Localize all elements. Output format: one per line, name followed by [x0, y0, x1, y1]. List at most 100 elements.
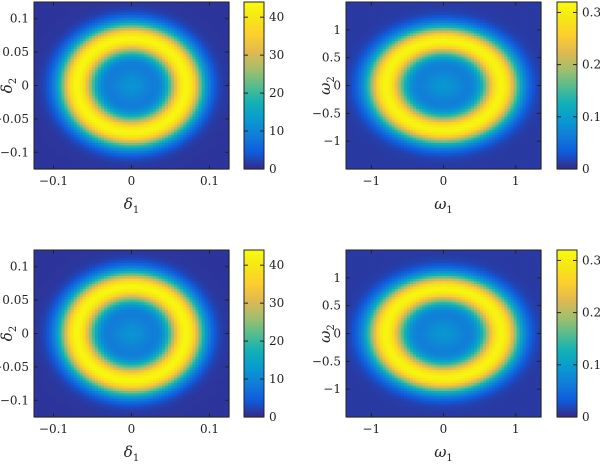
heatmap-cell	[37, 54, 41, 58]
heatmap-cell	[110, 111, 114, 115]
heatmap-cell	[88, 20, 93, 24]
heatmap-cell	[34, 98, 38, 102]
heatmap-cell	[91, 4, 96, 8]
heatmap-cell	[52, 64, 56, 68]
heatmap-cell	[116, 137, 120, 141]
heatmap-cell	[73, 7, 78, 11]
heatmap-cell	[34, 137, 38, 141]
heatmap-cell	[55, 106, 59, 110]
heatmap-cell	[46, 28, 50, 32]
heatmap-cell	[73, 12, 78, 16]
heatmap-cell	[85, 25, 90, 29]
heatmap-cell	[97, 132, 102, 136]
heatmap-cell	[85, 153, 90, 157]
heatmap-cell	[40, 108, 44, 113]
heatmap-cell	[94, 17, 99, 21]
heatmap-cell	[110, 150, 114, 154]
heatmap-cell	[46, 122, 50, 126]
heatmap-cell	[43, 25, 47, 29]
heatmap-cell	[140, 35, 145, 40]
heatmap-cell	[55, 7, 59, 11]
heatmap-cell	[64, 4, 69, 8]
heatmap-cell	[58, 43, 63, 47]
heatmap-cell	[88, 161, 93, 165]
heatmap-cell	[67, 38, 72, 42]
heatmap-cell	[85, 111, 90, 115]
heatmap-cell	[101, 59, 105, 63]
heatmap-cell	[76, 90, 81, 94]
heatmap-cell	[101, 43, 105, 47]
heatmap-cell	[131, 9, 136, 14]
heatmap-cell	[64, 114, 69, 118]
heatmap-cell	[43, 75, 47, 79]
heatmap-cell	[82, 64, 87, 68]
heatmap-cell	[67, 132, 72, 136]
heatmap-cell	[91, 48, 96, 53]
heatmap-cell	[119, 35, 123, 40]
heatmap-cell	[61, 145, 66, 149]
heatmap-cell	[88, 80, 93, 84]
heatmap-cell	[49, 150, 53, 154]
heatmap-cell	[104, 77, 108, 81]
heatmap-cell	[43, 93, 47, 97]
heatmap-cell	[128, 22, 133, 27]
heatmap-cell	[97, 35, 102, 40]
heatmap-cell	[97, 28, 102, 32]
heatmap-cell	[37, 116, 41, 121]
heatmap-cell	[122, 33, 127, 37]
heatmap-cell	[104, 111, 108, 115]
heatmap-cell	[79, 155, 84, 160]
heatmap-cell	[134, 17, 139, 21]
heatmap-cell	[97, 145, 102, 149]
heatmap-cell	[49, 103, 53, 107]
heatmap-cell	[43, 103, 47, 107]
heatmap-cell	[101, 88, 105, 92]
heatmap-cell	[88, 41, 93, 45]
heatmap-cell	[88, 38, 93, 42]
heatmap-cell	[76, 163, 81, 167]
heatmap-cell	[43, 20, 47, 24]
heatmap-cell	[61, 41, 66, 45]
heatmap-cell	[49, 64, 53, 68]
heatmap-cell	[104, 75, 108, 79]
heatmap-cell	[119, 135, 123, 139]
heatmap-cell	[61, 64, 66, 68]
heatmap-cell	[122, 75, 127, 79]
heatmap-cell	[125, 150, 130, 154]
heatmap-cell	[52, 98, 56, 102]
heatmap-cell	[82, 9, 87, 14]
heatmap-cell	[82, 48, 87, 53]
heatmap-cell	[113, 33, 117, 37]
heatmap-cell	[104, 64, 108, 68]
heatmap-cell	[125, 77, 130, 81]
heatmap-cell	[49, 132, 53, 136]
heatmap-cell	[46, 59, 50, 63]
heatmap-cell	[91, 150, 96, 154]
heatmap-cell	[131, 15, 136, 19]
heatmap-cell	[70, 2, 75, 6]
heatmap-cell	[94, 155, 99, 160]
heatmap-cell	[61, 30, 66, 34]
heatmap-cell	[131, 127, 136, 131]
heatmap-cell	[110, 93, 114, 97]
heatmap-cell	[104, 20, 108, 24]
heatmap-cell	[101, 9, 105, 14]
heatmap-cell	[116, 127, 120, 131]
heatmap-cell	[131, 80, 136, 84]
heatmap-cell	[37, 106, 41, 110]
heatmap-cell	[82, 114, 87, 118]
heatmap-cell	[125, 46, 130, 50]
heatmap-cell	[122, 17, 127, 21]
heatmap-cell	[64, 148, 69, 152]
heatmap-cell	[55, 33, 59, 37]
heatmap-cell	[43, 111, 47, 115]
heatmap-cell	[97, 85, 102, 89]
heatmap-cell	[67, 51, 72, 55]
heatmap-cell	[94, 90, 99, 94]
heatmap-cell	[46, 132, 50, 136]
heatmap-cell	[110, 88, 114, 92]
heatmap-cell	[97, 108, 102, 113]
heatmap-cell	[91, 95, 96, 100]
heatmap-cell	[107, 64, 111, 68]
heatmap-cell	[101, 25, 105, 29]
